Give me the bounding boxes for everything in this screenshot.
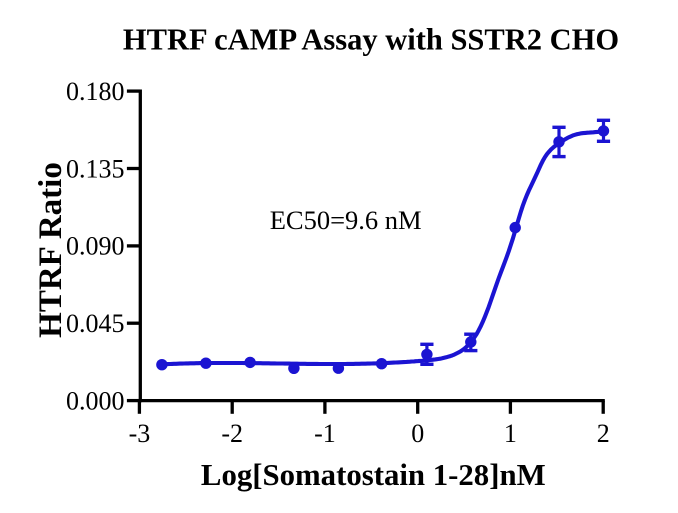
svg-text:HTRF Ratio: HTRF Ratio [33, 162, 69, 338]
svg-text:0.090: 0.090 [66, 232, 125, 261]
svg-text:-2: -2 [221, 419, 243, 448]
svg-text:1: 1 [504, 419, 517, 448]
svg-text:HTRF cAMP Assay with SSTR2 CHO: HTRF cAMP Assay with SSTR2 CHO [123, 23, 619, 57]
svg-text:0.180: 0.180 [66, 77, 125, 106]
svg-text:2: 2 [597, 419, 610, 448]
svg-text:0: 0 [411, 419, 424, 448]
svg-text:0.000: 0.000 [66, 386, 125, 415]
svg-text:Log[Somatostain 1-28]nM: Log[Somatostain 1-28]nM [201, 458, 546, 492]
svg-text:0.135: 0.135 [66, 154, 125, 183]
svg-text:EC50=9.6 nM: EC50=9.6 nM [270, 205, 422, 235]
svg-text:-1: -1 [314, 419, 336, 448]
svg-text:0.045: 0.045 [66, 309, 125, 338]
svg-text:-3: -3 [129, 419, 151, 448]
